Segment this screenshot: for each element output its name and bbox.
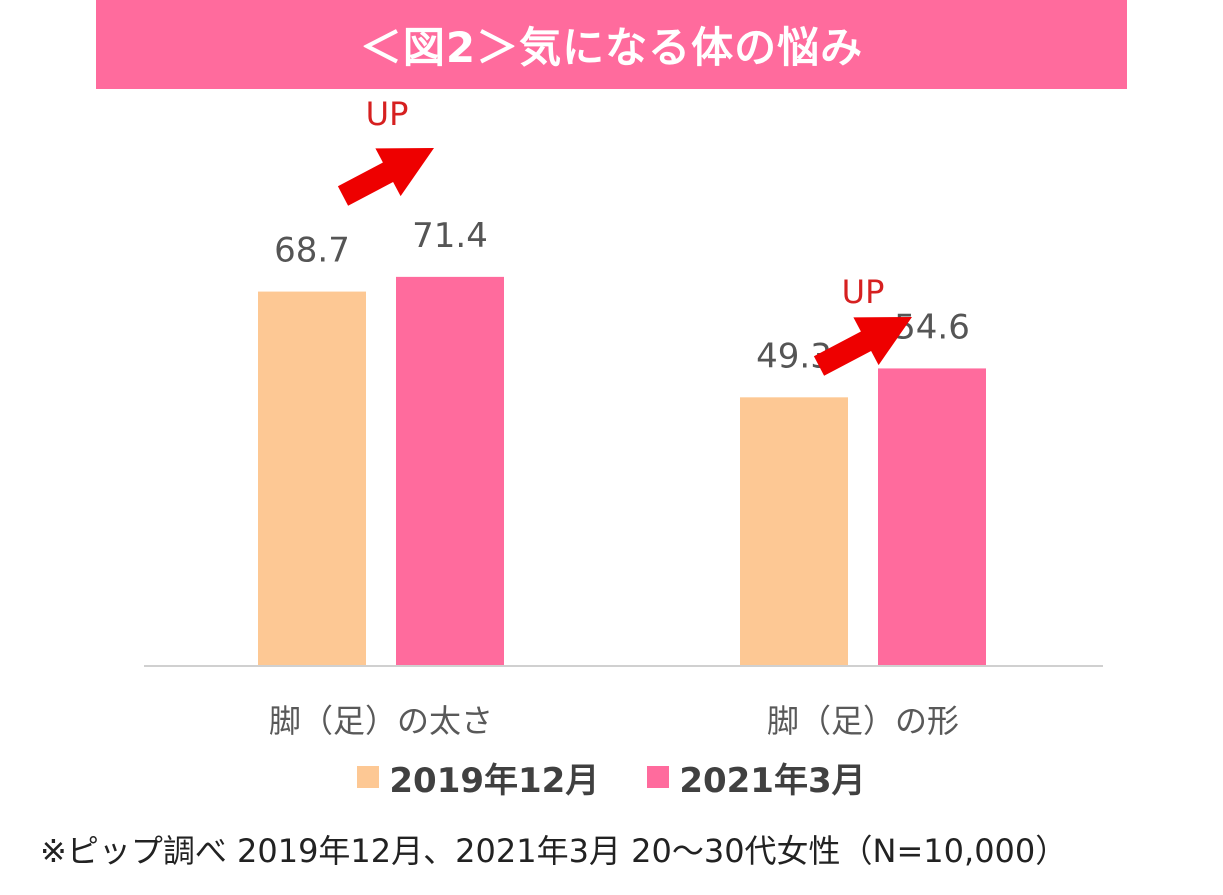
category-label-1: 脚（足）の形	[767, 702, 959, 740]
value-label-2019-cat0: 68.7	[274, 231, 350, 271]
chart-title: ＜図2＞気になる体の悩み	[359, 23, 864, 72]
up-arrow-icon	[813, 317, 912, 376]
legend-swatch-2019	[357, 766, 380, 788]
arrows-layer: UP UP	[337, 95, 912, 376]
category-label-0: 脚（足）の太さ	[269, 702, 493, 740]
up-annotation-1: UP	[842, 273, 885, 311]
up-annotation-0: UP	[366, 95, 409, 133]
title-banner: ＜図2＞気になる体の悩み	[96, 0, 1127, 89]
legend-swatch-2021	[647, 766, 670, 788]
bar-2021-cat0	[396, 276, 504, 666]
value-label-2021-cat1: 54.6	[894, 307, 970, 347]
legend-label-2021: 2021年3月	[679, 760, 866, 801]
bar-2021-cat1	[878, 368, 986, 666]
legend-item-2019: 2019年12月	[357, 753, 599, 802]
bar-2019-cat1	[740, 397, 848, 666]
legend-item-2021: 2021年3月	[647, 753, 866, 802]
legend: 2019年12月 2021年3月	[0, 752, 1223, 802]
source-footnote: ※ピップ調べ 2019年12月、2021年3月 20～30代女性（N=10,00…	[40, 832, 1068, 870]
up-arrow-icon	[337, 148, 434, 206]
bar-2019-cat0	[258, 291, 366, 666]
legend-label-2019: 2019年12月	[389, 760, 600, 801]
value-label-2021-cat0: 71.4	[412, 216, 488, 256]
